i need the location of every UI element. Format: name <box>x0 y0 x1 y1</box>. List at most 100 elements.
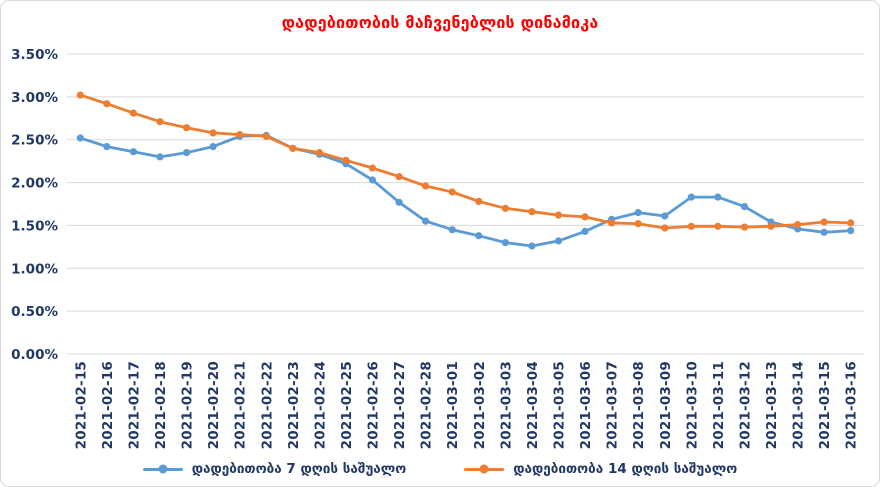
legend-label-7day: დადებითობა 7 დღის საშუალო <box>191 461 407 477</box>
data-point-14day <box>315 149 323 157</box>
x-axis-tick-label: 2021-03-11 <box>711 361 727 449</box>
data-point-14day <box>740 223 749 231</box>
data-point-14day <box>794 221 802 229</box>
y-axis-tick-label: 1.50% <box>11 218 58 234</box>
data-point-7day <box>634 209 642 217</box>
data-point-14day <box>183 124 191 132</box>
data-point-14day <box>847 219 855 227</box>
data-point-7day <box>129 148 137 156</box>
x-axis-tick-label: 2021-03-02 <box>472 361 488 449</box>
y-axis-tick-label: 0.00% <box>11 347 58 363</box>
x-axis-tick-label: 2021-03-15 <box>817 361 833 449</box>
data-point-7day <box>687 193 695 201</box>
x-axis-tick-label: 2021-03-13 <box>764 361 780 449</box>
data-point-7day <box>501 239 509 247</box>
data-point-14day <box>554 211 563 219</box>
x-axis-tick-label: 2021-03-09 <box>658 361 674 449</box>
x-axis-tick-label: 2021-03-14 <box>791 361 807 449</box>
data-point-14day <box>448 188 456 196</box>
x-axis-tick-label: 2021-02-24 <box>312 361 328 449</box>
legend-item-7day-average: დადებითობა 7 დღის საშუალო <box>142 461 407 477</box>
x-axis-tick-label: 2021-02-16 <box>100 361 116 449</box>
data-point-7day <box>183 149 191 157</box>
data-point-14day <box>342 156 350 164</box>
data-point-14day <box>289 144 297 152</box>
data-point-14day <box>262 132 270 140</box>
data-point-7day <box>581 227 589 235</box>
data-point-14day <box>103 100 111 108</box>
data-point-7day <box>847 227 855 235</box>
data-point-14day <box>820 218 828 226</box>
legend-line-14day-icon <box>464 464 505 474</box>
data-point-14day <box>156 118 164 126</box>
data-point-7day <box>76 134 84 142</box>
x-axis-tick-label: 2021-03-04 <box>525 361 541 449</box>
x-axis-tick-label: 2021-02-21 <box>233 361 249 449</box>
y-axis-tick-label: 3.00% <box>11 90 58 106</box>
data-point-7day <box>395 198 403 206</box>
y-axis-tick-label: 2.50% <box>11 133 58 149</box>
x-axis-tick-label: 2021-02-15 <box>73 361 89 449</box>
x-axis-tick-label: 2021-02-22 <box>259 361 275 449</box>
line-chart-plot-area: 0.00% 0.50% 1.00% 1.50% 2.00% 2.50% 3.00% 3.50%… <box>11 47 864 449</box>
data-point-14day <box>422 182 430 190</box>
data-point-7day <box>448 226 456 234</box>
x-axis-tick-label: 2021-02-25 <box>339 361 355 449</box>
x-axis-tick-label: 2021-03-05 <box>552 361 568 449</box>
x-axis-tick-label: 2021-02-23 <box>286 361 302 449</box>
data-point-7day <box>475 232 483 240</box>
x-axis-tick-label: 2021-02-18 <box>153 361 169 449</box>
data-point-7day <box>422 217 430 225</box>
y-axis-tick-label: 0.50% <box>11 304 58 320</box>
x-axis-tick-label: 2021-03-08 <box>631 361 647 449</box>
data-point-14day <box>714 222 722 230</box>
data-point-7day <box>103 143 111 151</box>
data-point-14day <box>129 109 137 117</box>
data-point-14day <box>608 219 616 227</box>
x-axis-tick-label: 2021-03-12 <box>738 361 754 449</box>
data-point-7day <box>714 193 722 201</box>
data-point-7day <box>156 153 164 161</box>
data-point-14day <box>581 213 589 221</box>
chart-title: დადებითობის მაჩვენებლის დინამიკა <box>281 13 599 32</box>
data-point-7day <box>528 242 536 250</box>
x-axis-tick-label: 2021-03-03 <box>498 361 514 449</box>
series-line-7day <box>78 133 853 248</box>
data-point-14day <box>528 208 536 216</box>
data-point-14day <box>767 222 775 230</box>
x-axis-tick-label: 2021-02-27 <box>392 361 408 449</box>
legend-dot-14day-icon <box>479 464 489 474</box>
data-point-14day <box>209 129 217 137</box>
data-point-14day <box>76 91 84 99</box>
legend-dot-7day-icon <box>158 464 168 474</box>
data-point-14day <box>475 197 483 205</box>
data-point-7day <box>661 212 669 220</box>
data-point-14day <box>236 131 244 139</box>
x-axis-tick-label: 2021-03-06 <box>578 361 594 449</box>
legend-label-14day: დადებითობა 14 დღის საშუალო <box>513 461 738 477</box>
legend-line-7day-icon <box>142 464 183 474</box>
x-axis-tick-label: 2021-02-28 <box>419 361 435 449</box>
data-point-14day <box>501 204 509 212</box>
legend-item-14day-average: დადებითობა 14 დღის საშუალო <box>464 461 737 477</box>
data-point-14day <box>368 164 377 172</box>
x-axis-tick-label: 2021-02-17 <box>126 361 142 449</box>
y-axis-tick-label: 3.50% <box>11 47 58 63</box>
x-axis-tick-label: 2021-03-01 <box>445 361 461 449</box>
data-point-14day <box>661 224 669 232</box>
chart-legend: დადებითობა 7 დღის საშუალო დადებითობა 14 … <box>1 461 879 477</box>
x-axis-tick-label: 2021-02-19 <box>180 361 196 449</box>
x-axis-tick-label: 2021-03-07 <box>605 361 621 449</box>
data-point-7day <box>740 203 749 211</box>
x-axis-tick-label: 2021-03-16 <box>844 361 860 449</box>
data-point-7day <box>368 176 377 184</box>
series-line-14day <box>78 93 853 230</box>
x-axis-tick-label: 2021-03-10 <box>684 361 700 449</box>
data-point-7day <box>209 143 217 151</box>
x-axis-tick-label: 2021-02-20 <box>206 361 222 449</box>
y-axis-tick-label: 1.00% <box>11 261 58 277</box>
x-axis-tick-label: 2021-02-26 <box>366 361 382 449</box>
data-point-14day <box>687 222 695 230</box>
data-point-7day <box>820 228 828 236</box>
